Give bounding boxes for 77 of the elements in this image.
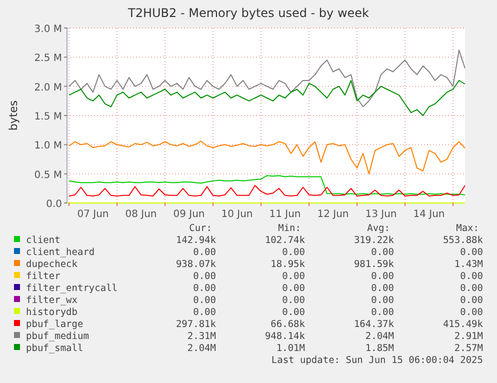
line-series bbox=[68, 140, 466, 174]
text: 0.00 bbox=[371, 271, 394, 282]
text: 164.37k bbox=[354, 319, 394, 330]
text: 0.00 bbox=[282, 247, 306, 258]
legend-label: filter_wx bbox=[26, 295, 78, 306]
y-tick-label: 1.5 M bbox=[34, 112, 62, 122]
x-tick-label: 13 Jun bbox=[365, 209, 397, 220]
text: 948.14k bbox=[264, 331, 306, 342]
y-tick-label: 0.5 M bbox=[34, 170, 62, 181]
text: 2.91M bbox=[454, 331, 484, 342]
text: 0.00 bbox=[371, 283, 394, 294]
text: 553.88k bbox=[442, 235, 484, 246]
text: 2.04M bbox=[365, 331, 394, 342]
text: 0.00 bbox=[282, 283, 306, 294]
text: 0.00 bbox=[282, 295, 306, 306]
x-tick-label: 10 Jun bbox=[221, 209, 253, 220]
text: 0.00 bbox=[193, 247, 216, 258]
line-series bbox=[68, 175, 466, 196]
legend-label: pbuf_large bbox=[26, 319, 84, 330]
text: 0.00 bbox=[371, 307, 394, 318]
text: 319.22k bbox=[354, 235, 394, 246]
legend-label: pbuf_medium bbox=[26, 331, 90, 342]
y-axis-title: bytes bbox=[7, 100, 20, 131]
text: 18.95k bbox=[270, 259, 306, 270]
text: 0.00 bbox=[460, 283, 484, 294]
text: Min: bbox=[278, 223, 301, 234]
text: 0.00 bbox=[193, 283, 216, 294]
text: 0.00 bbox=[460, 271, 484, 282]
text: Cur: bbox=[189, 223, 212, 234]
text: Max: bbox=[456, 223, 479, 234]
text: 0.00 bbox=[193, 295, 216, 306]
text: 1.01M bbox=[276, 343, 306, 354]
text: 2.57M bbox=[454, 343, 484, 354]
text: 0.00 bbox=[460, 307, 484, 318]
text: 142.94k bbox=[176, 235, 216, 246]
chart-title: T2HUB2 - Memory bytes used - by week bbox=[127, 6, 370, 20]
line-series bbox=[68, 50, 466, 108]
text: 1.85M bbox=[365, 343, 394, 354]
x-tick-label: 07 Jun bbox=[77, 209, 109, 220]
text: 415.49k bbox=[442, 319, 484, 330]
y-tick-label: 3.0 M bbox=[34, 24, 62, 35]
line-series bbox=[68, 185, 466, 196]
text: 0.00 bbox=[282, 307, 306, 318]
x-tick-label: 09 Jun bbox=[173, 209, 205, 220]
text: 297.81k bbox=[176, 319, 216, 330]
legend-label: client bbox=[26, 235, 60, 246]
text: 102.74k bbox=[264, 235, 306, 246]
y-tick-label: 0.0 bbox=[46, 199, 62, 210]
text: 2.04M bbox=[187, 343, 216, 354]
text: 938.07k bbox=[176, 259, 216, 270]
legend-label: pbuf_small bbox=[26, 343, 84, 354]
x-tick-label: 11 Jun bbox=[269, 209, 301, 220]
legend-label: historydb bbox=[26, 307, 78, 318]
x-tick-label: 12 Jun bbox=[317, 209, 349, 220]
text: 0.00 bbox=[460, 247, 484, 258]
text: 66.68k bbox=[270, 319, 306, 330]
text: 0.00 bbox=[371, 295, 394, 306]
legend-label: filter bbox=[26, 271, 61, 282]
y-tick-label: 1.0 M bbox=[34, 140, 62, 152]
line-series bbox=[68, 80, 466, 116]
text: Last update: Sun Jun 15 06:00:04 2025 bbox=[271, 355, 483, 366]
text: 0.00 bbox=[193, 271, 216, 282]
legend-label: filter_entrycall bbox=[26, 283, 118, 294]
text: Avg: bbox=[367, 223, 390, 234]
text: 0.00 bbox=[193, 307, 216, 318]
legend-label: dupecheck bbox=[26, 259, 78, 270]
y-tick-label: 2.5 M bbox=[34, 53, 62, 64]
legend-label: client_heard bbox=[26, 247, 95, 258]
x-tick-label: 14 Jun bbox=[413, 209, 445, 220]
y-tick-label: 2.0 M bbox=[34, 82, 62, 94]
text: 2.31M bbox=[187, 331, 216, 342]
text: 0.00 bbox=[460, 295, 484, 306]
text: 0.00 bbox=[282, 271, 306, 282]
text: 1.43M bbox=[454, 259, 484, 270]
x-tick-label: 08 Jun bbox=[125, 209, 157, 220]
text: 0.00 bbox=[371, 247, 394, 258]
text: 981.59k bbox=[354, 259, 394, 270]
